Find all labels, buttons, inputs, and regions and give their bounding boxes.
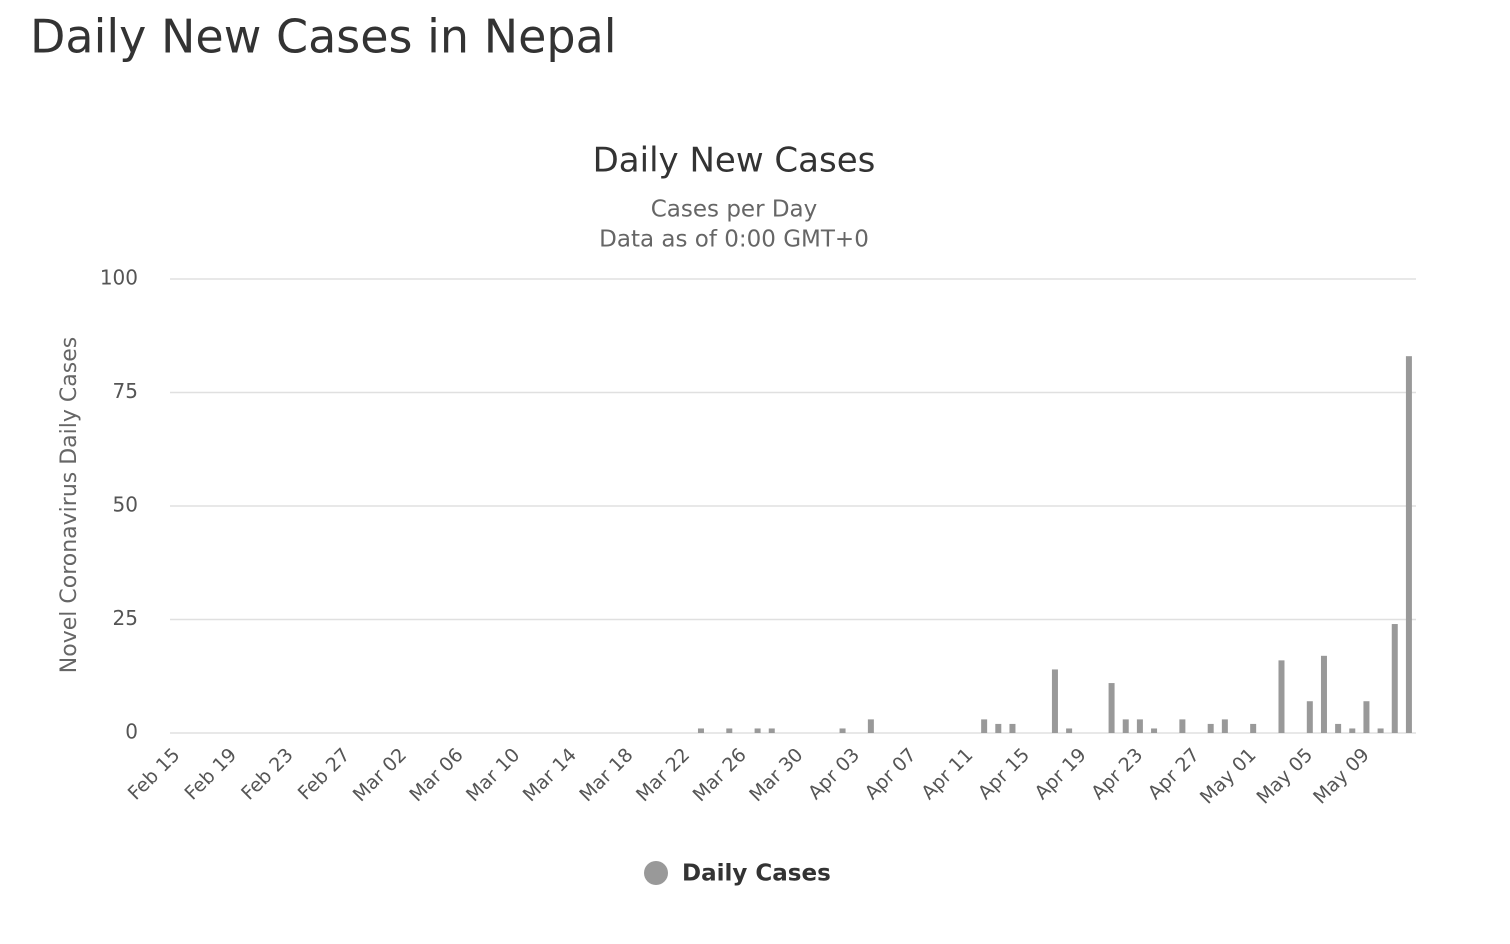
bar	[1122, 719, 1129, 733]
x-tick-label: Feb 23	[237, 744, 298, 805]
x-tick-label: Feb 15	[124, 744, 185, 805]
bar	[1349, 728, 1356, 733]
x-tick-label: Apr 19	[1031, 744, 1091, 804]
bar	[1391, 624, 1398, 733]
bar	[754, 728, 761, 733]
bar	[726, 728, 733, 733]
y-tick-label: 0	[125, 720, 138, 744]
x-tick-label: Feb 27	[294, 744, 355, 805]
x-tick-label: Mar 26	[689, 744, 751, 806]
bar	[1363, 701, 1370, 733]
bar	[1207, 723, 1214, 733]
bar	[1151, 728, 1158, 733]
bar	[1306, 701, 1313, 733]
x-tick-label: Apr 15	[974, 744, 1034, 804]
bar	[1136, 719, 1143, 733]
x-tick-label: May 05	[1253, 744, 1318, 809]
x-tick-label: Mar 14	[519, 744, 581, 806]
x-tick-label: Apr 03	[804, 744, 864, 804]
bar	[1405, 356, 1412, 733]
legend-marker	[644, 861, 668, 885]
page-title: Daily New Cases in Nepal	[30, 10, 617, 64]
bar	[1221, 719, 1228, 733]
bar	[1179, 719, 1186, 733]
x-tick-label: Apr 07	[861, 744, 921, 804]
y-tick-label: 75	[113, 379, 138, 403]
y-tick-label: 100	[100, 266, 138, 290]
x-tick-label: Mar 22	[632, 744, 694, 806]
bar	[981, 719, 988, 733]
x-tick-label: Feb 19	[180, 744, 241, 805]
chart-subtitle: Cases per Day	[651, 197, 818, 223]
y-tick-label: 25	[113, 606, 138, 630]
bar	[867, 719, 874, 733]
chart-subtitle: Data as of 0:00 GMT+0	[599, 227, 869, 253]
x-tick-label: Mar 10	[462, 744, 524, 806]
legend-label: Daily Cases	[682, 861, 831, 887]
bar	[768, 728, 775, 733]
x-tick-label: Mar 30	[745, 744, 807, 806]
bar	[839, 728, 846, 733]
bar	[1377, 728, 1384, 733]
bar	[1335, 723, 1342, 733]
bar	[1278, 660, 1285, 733]
bar	[697, 728, 704, 733]
x-tick-label: Mar 02	[349, 744, 411, 806]
x-tick-label: Apr 27	[1144, 744, 1204, 804]
x-tick-label: Apr 23	[1087, 744, 1147, 804]
bar	[1051, 669, 1058, 733]
y-axis-label: Novel Coronavirus Daily Cases	[57, 337, 82, 673]
x-tick-label: Mar 06	[405, 744, 467, 806]
chart-title: Daily New Cases	[593, 141, 876, 181]
bar	[995, 723, 1002, 733]
x-tick-label: Apr 11	[917, 744, 977, 804]
bar	[1320, 655, 1327, 733]
bar	[1108, 683, 1115, 733]
x-tick-label: Mar 18	[575, 744, 637, 806]
bar	[1009, 723, 1016, 733]
y-tick-label: 50	[113, 493, 138, 517]
x-tick-label: May 01	[1196, 744, 1261, 809]
bar	[1250, 723, 1257, 733]
bar	[1066, 728, 1073, 733]
x-tick-label: May 09	[1309, 744, 1374, 809]
